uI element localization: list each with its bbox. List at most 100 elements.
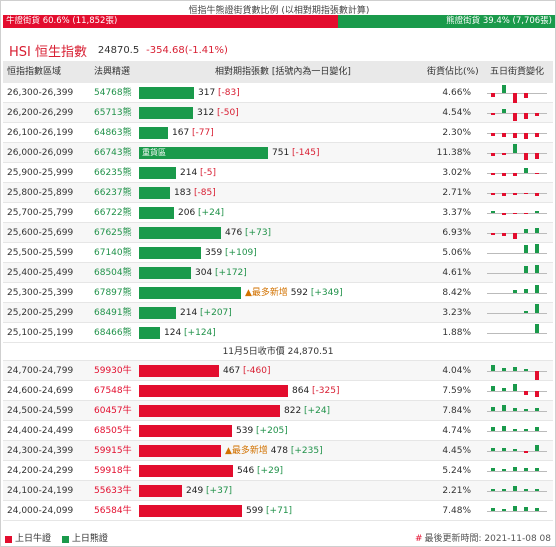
issuer-outstanding[interactable]: 55633牛 [94, 486, 132, 496]
one-day-change: [+349] [310, 288, 343, 298]
legend-bull-swatch [5, 535, 12, 543]
trend-bar [502, 109, 506, 113]
table-header: 恒指指數區域 法興精選 相對期指張數 [括號內為一日變化] 街貨佔比(%) 五日… [3, 61, 553, 83]
issuer-outstanding[interactable]: 54768熊 [94, 88, 132, 98]
trend-baseline [487, 173, 547, 174]
issuer-outstanding[interactable]: 65713熊 [94, 108, 132, 118]
trend-bar [524, 311, 528, 313]
issuer-outstanding[interactable]: 67897熊 [94, 288, 132, 298]
bear-contracts-bar [139, 87, 194, 99]
issuer-outstanding[interactable]: 56584牛 [94, 506, 132, 516]
issuer-outstanding[interactable]: 68466熊 [94, 328, 132, 338]
share-percent: 3.23% [442, 308, 471, 318]
bull-contracts-bar [139, 445, 221, 457]
bull-ratio-fill [3, 15, 338, 28]
issuer-outstanding[interactable]: 66722熊 [94, 208, 132, 218]
trend-bar [524, 133, 528, 139]
bull-row[interactable]: 24,500-24,599 60457牛 822 [+24] 7.84% [3, 401, 553, 421]
trend-baseline [487, 213, 547, 214]
bear-contracts-bar [139, 307, 176, 319]
one-day-change: [-460] [243, 366, 271, 376]
issuer-outstanding[interactable]: 60457牛 [94, 406, 132, 416]
contracts-label: 864 [-325] [292, 381, 340, 401]
bear-row[interactable]: 25,800-25,899 66237熊 183 [-85] 2.71% [3, 183, 553, 203]
bull-row[interactable]: 24,400-24,499 68505牛 539 [+205] 4.74% [3, 421, 553, 441]
bear-row[interactable]: 25,500-25,599 67140熊 359 [+109] 5.06% [3, 243, 553, 263]
contracts-label: 249 [+37] [186, 481, 232, 501]
index-range: 26,100-26,199 [7, 128, 74, 138]
bull-row[interactable]: 24,700-24,799 59930牛 467 [-460] 4.04% [3, 361, 553, 381]
trend-bar [524, 489, 528, 491]
bear-contracts-bar [139, 227, 221, 239]
trend-bar [524, 168, 528, 173]
one-day-change: [+205] [256, 426, 288, 436]
issuer-outstanding[interactable]: 68504熊 [94, 268, 132, 278]
trend-baseline [487, 233, 547, 234]
one-day-change: [-83] [218, 88, 240, 98]
trend-bar [524, 245, 528, 253]
issuer-outstanding[interactable]: 59918牛 [94, 466, 132, 476]
trend-bar [524, 113, 528, 119]
index-range: 25,900-25,999 [7, 168, 74, 178]
one-day-change: [+207] [200, 308, 232, 318]
contracts-value: 822 [284, 406, 305, 416]
issuer-outstanding[interactable]: 66235熊 [94, 168, 132, 178]
trend-bar [502, 509, 506, 511]
bull-ratio-label: 牛證街貨 60.6% (11,852張) [6, 16, 118, 26]
contracts-label: ▲最多新增 478 [+235] [225, 441, 323, 461]
one-day-change: [+109] [225, 248, 257, 258]
contracts-label: 539 [+205] [236, 421, 288, 441]
bear-row[interactable]: 25,600-25,699 67625熊 476 [+73] 6.93% [3, 223, 553, 243]
bull-row[interactable]: 24,200-24,299 59918牛 546 [+29] 5.24% [3, 461, 553, 481]
contracts-value: 478 [270, 446, 291, 456]
trend-bar [513, 506, 517, 511]
index-range: 25,100-25,199 [7, 328, 74, 338]
five-day-trend [487, 143, 547, 163]
trend-bar [513, 213, 517, 214]
issuer-outstanding[interactable]: 67140熊 [94, 248, 132, 258]
issuer-outstanding[interactable]: 67625熊 [94, 228, 132, 238]
one-day-change: [-77] [192, 128, 214, 138]
bull-row[interactable]: 24,000-24,099 56584牛 599 [+71] 7.48% [3, 501, 553, 521]
trend-bar [513, 290, 517, 293]
issuer-outstanding[interactable]: 64863熊 [94, 128, 132, 138]
bear-row[interactable]: 25,200-25,299 68491熊 214 [+207] 3.23% [3, 303, 553, 323]
bull-row[interactable]: 24,300-24,399 59915牛 ▲最多新增 478 [+235] 4.45% [3, 441, 553, 461]
index-range: 24,100-24,199 [7, 486, 74, 496]
bull-row[interactable]: 24,100-24,199 55633牛 249 [+37] 2.21% [3, 481, 553, 501]
trend-bar [535, 133, 539, 137]
bear-row[interactable]: 26,100-26,199 64863熊 167 [-77] 2.30% [3, 123, 553, 143]
contracts-label: 312 [-50] [197, 103, 239, 123]
bear-row[interactable]: 26,000-26,099 66743熊 重貨區 751 [-145] 11.38% [3, 143, 553, 163]
bear-row[interactable]: 25,700-25,799 66722熊 206 [+24] 3.37% [3, 203, 553, 223]
trend-bar [491, 211, 495, 213]
issuer-outstanding[interactable]: 67548牛 [94, 386, 132, 396]
trend-bar [502, 448, 506, 451]
bear-row[interactable]: 25,300-25,399 67897熊 ▲最多新增 592 [+349] 8.42% [3, 283, 553, 303]
trend-bar [535, 153, 539, 159]
bear-row[interactable]: 25,900-25,999 66235熊 214 [-5] 3.02% [3, 163, 553, 183]
trend-bar [513, 367, 517, 371]
bear-row[interactable]: 26,200-26,299 65713熊 312 [-50] 4.54% [3, 103, 553, 123]
bear-row[interactable]: 25,400-25,499 68504熊 304 [+172] 4.61% [3, 263, 553, 283]
bull-contracts-bar [139, 505, 242, 517]
trend-bar [513, 173, 517, 176]
contracts-label: 317 [-83] [198, 83, 240, 103]
issuer-outstanding[interactable]: 59930牛 [94, 366, 132, 376]
header-share: 街貨佔比(%) [427, 67, 479, 77]
issuer-outstanding[interactable]: 68491熊 [94, 308, 132, 318]
issuer-outstanding[interactable]: 59915牛 [94, 446, 132, 456]
most-new-badge: ▲最多新增 [245, 288, 291, 298]
contracts-label: 546 [+29] [237, 461, 283, 481]
trend-bar [502, 133, 506, 137]
bear-row[interactable]: 26,300-26,399 54768熊 317 [-83] 4.66% [3, 83, 553, 103]
issuer-outstanding[interactable]: 66237熊 [94, 188, 132, 198]
bear-row[interactable]: 25,100-25,199 68466熊 124 [+124] 1.88% [3, 323, 553, 343]
issuer-outstanding[interactable]: 66743熊 [94, 148, 132, 158]
trend-bar [513, 486, 517, 491]
trend-baseline [487, 491, 547, 492]
one-day-change: [+124] [184, 328, 216, 338]
issuer-outstanding[interactable]: 68505牛 [94, 426, 132, 436]
bull-row[interactable]: 24,600-24,699 67548牛 864 [-325] 7.59% [3, 381, 553, 401]
share-percent: 4.54% [442, 108, 471, 118]
